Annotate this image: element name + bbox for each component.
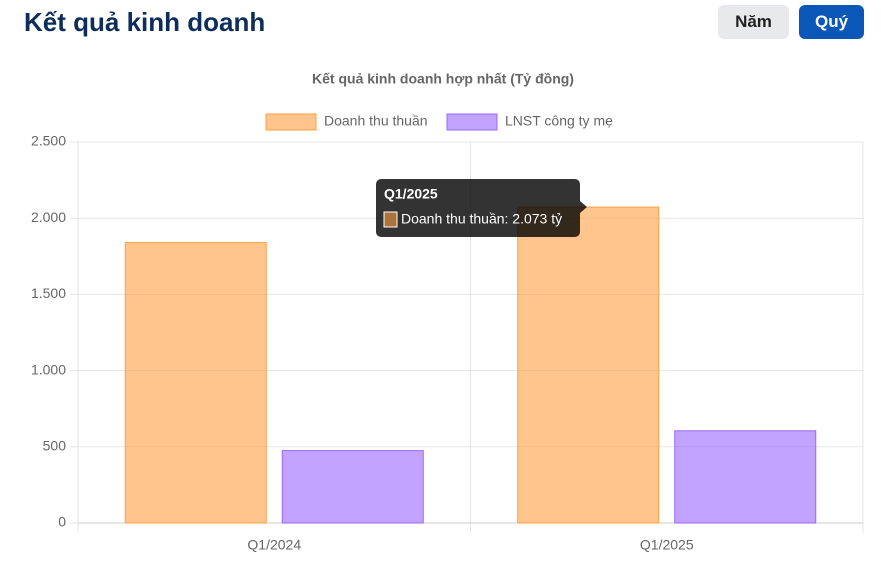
tooltip-caret xyxy=(580,201,587,213)
legend-swatch xyxy=(265,113,317,131)
tooltip-label: Doanh thu thuần: 2.073 tỷ xyxy=(401,211,562,227)
legend-label: LNST công ty mẹ xyxy=(505,113,613,129)
y-tick-label: 0 xyxy=(58,514,66,530)
bar xyxy=(674,430,817,524)
y-tick-label: 2.000 xyxy=(31,209,66,225)
tooltip-title: Q1/2025 xyxy=(384,186,438,202)
y-tick-label: 1.500 xyxy=(31,285,66,301)
x-tick-label: Q1/2024 xyxy=(247,537,301,553)
x-tick-label: Q1/2025 xyxy=(640,537,694,553)
tooltip: Q1/2025 Doanh thu thuần: 2.073 tỷ xyxy=(376,179,587,237)
page-title: Kết quả kinh doanh xyxy=(24,7,266,37)
tooltip-box xyxy=(376,179,580,237)
legend-label: Doanh thu thuần xyxy=(324,113,428,129)
y-tick-label: 2.500 xyxy=(31,133,66,149)
bar xyxy=(517,206,660,524)
y-tick-label: 1.000 xyxy=(31,361,66,377)
bar xyxy=(124,242,267,524)
chart-title: Kết quả kinh doanh hợp nhất (Tỷ đồng) xyxy=(312,71,574,87)
legend-swatch xyxy=(446,113,498,131)
year-button[interactable]: Năm xyxy=(718,5,789,39)
bar xyxy=(281,450,424,524)
quarter-button[interactable]: Quý xyxy=(799,5,864,39)
y-tick-label: 500 xyxy=(43,438,67,454)
tooltip-swatch xyxy=(383,211,398,228)
